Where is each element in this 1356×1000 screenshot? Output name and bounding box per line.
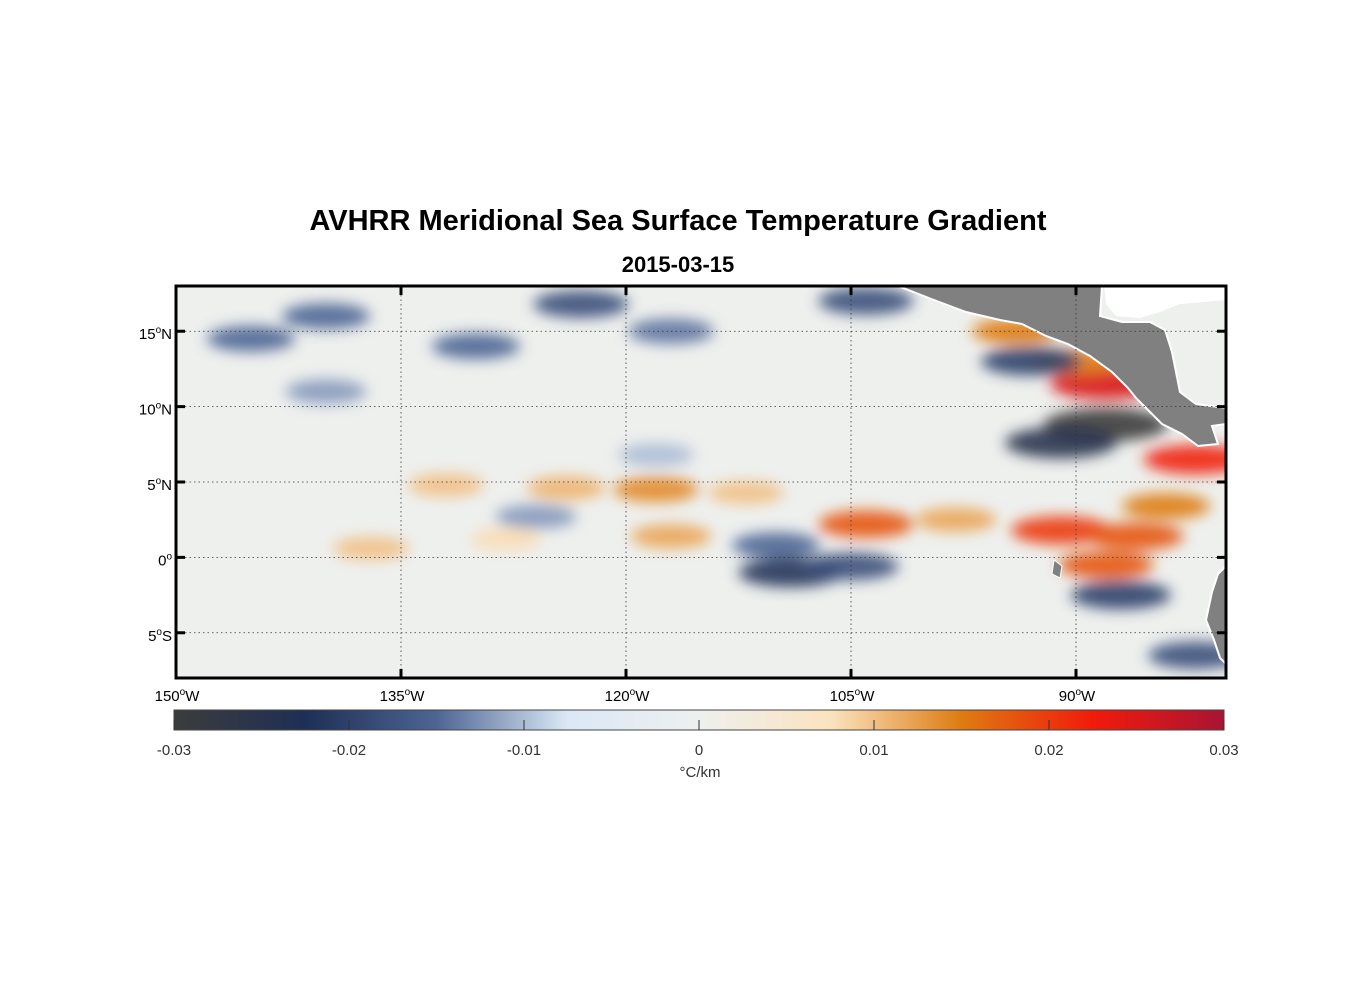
warm-gradient-feature xyxy=(1088,522,1184,550)
cool-gradient-feature xyxy=(282,303,370,330)
degree-symbol: o xyxy=(156,476,162,487)
hemisphere-suffix: N xyxy=(161,326,172,343)
warm-gradient-feature xyxy=(708,480,784,505)
degree-value: 0 xyxy=(158,552,166,569)
warm-gradient-feature xyxy=(1143,444,1226,475)
degree-symbol: o xyxy=(855,687,861,698)
degree-value: 5 xyxy=(147,477,155,494)
cool-gradient-feature xyxy=(533,290,629,318)
degree-value: 15 xyxy=(139,326,156,343)
warm-gradient-feature xyxy=(333,536,409,560)
warm-gradient-feature xyxy=(915,507,997,532)
warm-gradient-feature xyxy=(470,528,542,551)
degree-symbol: o xyxy=(1075,687,1081,698)
colorbar-tick-label: 0 xyxy=(695,742,703,759)
warm-gradient-feature xyxy=(1011,516,1111,545)
degree-symbol: o xyxy=(156,325,162,336)
degree-value: 150 xyxy=(155,688,180,705)
colorbar-ticks: -0.03 -0.02 -0.01 0 0.01 0.02 0.03 xyxy=(157,720,1239,759)
land-yucatan xyxy=(1104,286,1226,318)
hemisphere-suffix: W xyxy=(860,688,875,705)
cool-gradient-feature xyxy=(207,325,295,352)
lat-tick-label: 5oN xyxy=(147,476,172,494)
lon-tick-label: 105oW xyxy=(830,687,876,705)
cool-gradient-feature xyxy=(285,379,367,404)
hemisphere-suffix: N xyxy=(161,402,172,419)
lat-tick-label: 15oN xyxy=(139,325,172,343)
hemisphere-suffix: W xyxy=(1081,688,1096,705)
cool-gradient-feature xyxy=(981,347,1081,376)
colorbar-tick-label: 0.03 xyxy=(1209,742,1238,759)
degree-symbol: o xyxy=(166,551,172,562)
degree-symbol: o xyxy=(630,687,636,698)
colorbar-tick-label: -0.01 xyxy=(507,742,541,759)
degree-value: 120 xyxy=(605,688,630,705)
hemisphere-suffix: N xyxy=(161,477,172,494)
warm-gradient-feature xyxy=(1122,493,1210,520)
land-central-america xyxy=(897,286,1226,448)
colorbar-tick-label: -0.02 xyxy=(332,742,366,759)
lon-tick-label: 150oW xyxy=(155,687,201,705)
hemisphere-suffix: W xyxy=(410,688,425,705)
degree-value: 5 xyxy=(148,628,156,645)
degree-value: 10 xyxy=(139,402,156,419)
hemisphere-suffix: W xyxy=(185,688,200,705)
cool-gradient-feature xyxy=(732,532,820,559)
degree-symbol: o xyxy=(180,687,186,698)
degree-symbol: o xyxy=(156,627,162,638)
colorbar-tick-label: 0.02 xyxy=(1034,742,1063,759)
degree-value: 105 xyxy=(830,688,855,705)
cool-gradient-feature xyxy=(1148,641,1226,670)
lat-tick-label: 5oS xyxy=(148,627,172,645)
cool-gradient-feature xyxy=(495,504,577,529)
degree-value: 135 xyxy=(380,688,405,705)
warm-gradient-feature xyxy=(818,510,914,538)
warm-gradient-feature xyxy=(408,473,484,497)
land-masses xyxy=(897,286,1226,666)
cool-gradient-feature xyxy=(818,287,914,315)
lon-tick-label: 90oW xyxy=(1059,687,1096,705)
cool-gradient-feature xyxy=(1071,580,1171,610)
degree-symbol: o xyxy=(405,687,411,698)
map-title: AVHRR Meridional Sea Surface Temperature… xyxy=(309,205,1047,237)
map-axis-ticks xyxy=(174,286,1226,678)
colorbar-tick-label: 0.01 xyxy=(859,742,888,759)
cool-gradient-feature xyxy=(618,443,694,467)
colorbar-units: °C/km xyxy=(679,764,721,781)
degree-symbol: o xyxy=(156,401,162,412)
hemisphere-suffix: S xyxy=(162,628,172,645)
warm-gradient-feature xyxy=(613,476,699,503)
lon-tick-label: 120oW xyxy=(605,687,651,705)
lat-tick-label: 10oN xyxy=(139,401,172,419)
land-galapagos xyxy=(1051,559,1063,579)
map-subtitle: 2015-03-15 xyxy=(621,252,735,277)
cool-gradient-feature xyxy=(432,333,520,360)
lat-tick-label: 0o xyxy=(158,551,172,569)
lon-tick-label: 135oW xyxy=(380,687,426,705)
cool-gradient-feature xyxy=(1005,427,1117,459)
colorbar-tick-label: -0.03 xyxy=(157,742,191,759)
hemisphere-suffix: W xyxy=(635,688,650,705)
warm-gradient-feature xyxy=(526,476,606,500)
degree-value: 90 xyxy=(1059,688,1076,705)
warm-gradient-feature xyxy=(1058,551,1154,579)
warm-gradient-feature xyxy=(630,524,712,549)
